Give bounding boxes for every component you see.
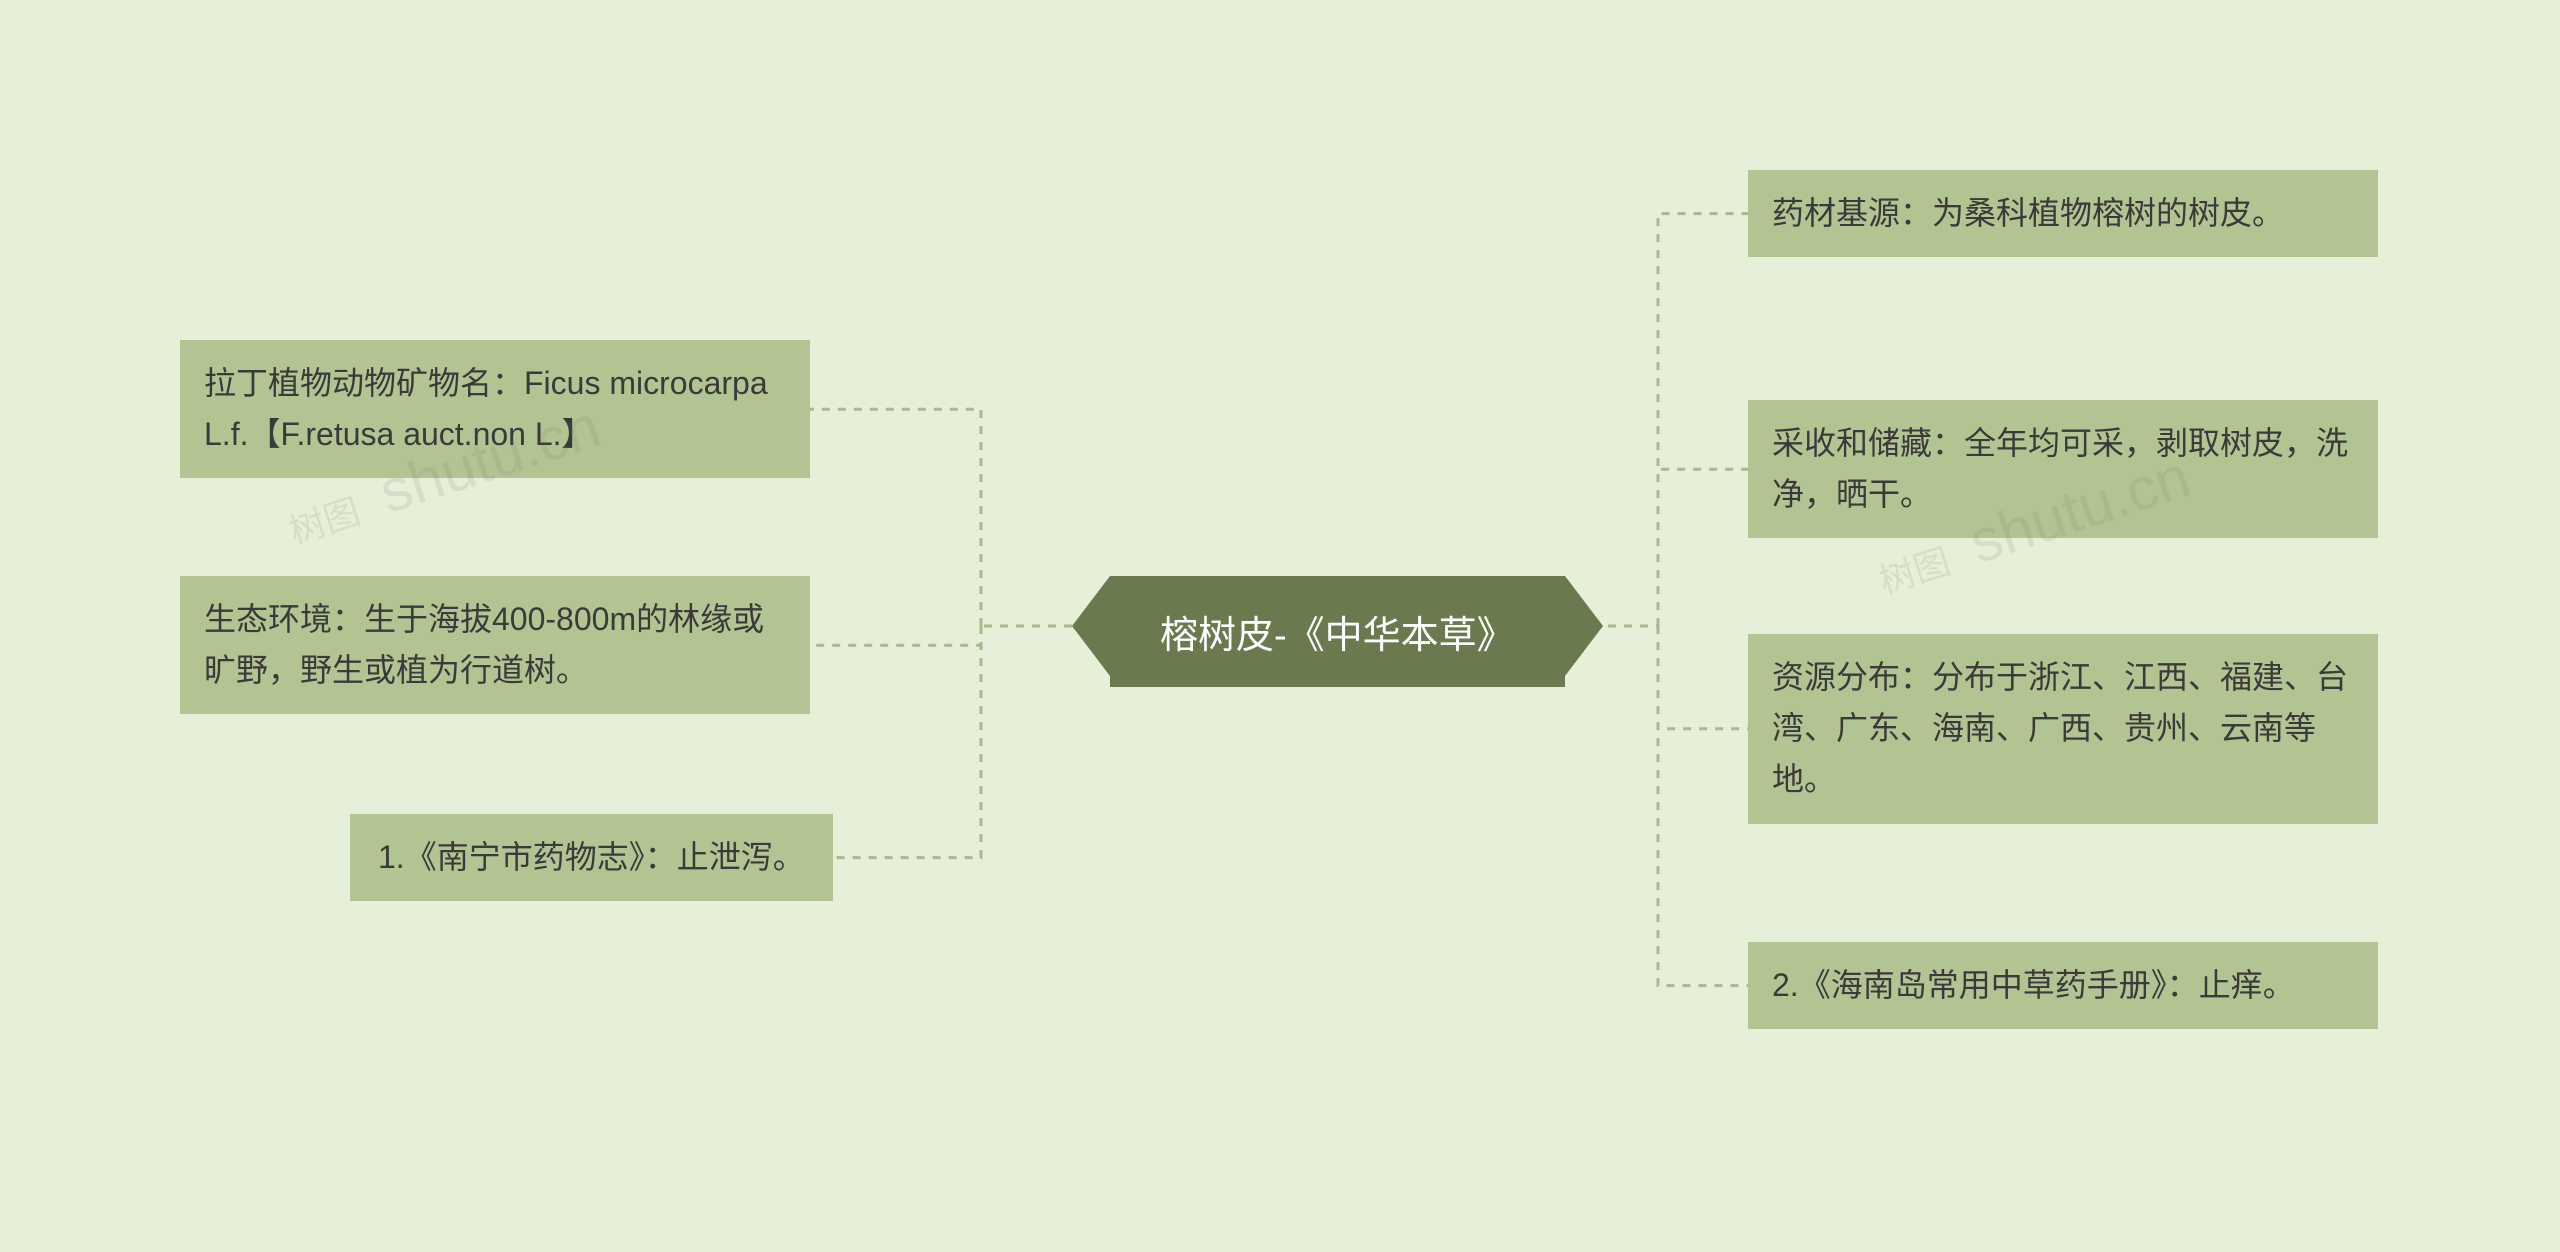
right-node-text-2: 资源分布：分布于浙江、江西、福建、台湾、广东、海南、广西、贵州、云南等地。: [1772, 659, 2348, 797]
right-node-1: 采收和储藏：全年均可采，剥取树皮，洗净，晒干。: [1748, 400, 2378, 538]
left-node-text-1: 生态环境：生于海拔400-800m的林缘或旷野，野生或植为行道树。: [204, 601, 764, 688]
right-node-text-3: 2.《海南岛常用中草药手册》：止痒。: [1772, 967, 2295, 1003]
right-node-0: 药材基源：为桑科植物榕树的树皮。: [1748, 170, 2378, 257]
left-node-1: 生态环境：生于海拔400-800m的林缘或旷野，野生或植为行道树。: [180, 576, 810, 714]
center-node: 榕树皮-《中华本草》: [1110, 576, 1565, 687]
right-node-text-0: 药材基源：为桑科植物榕树的树皮。: [1772, 195, 2284, 231]
left-node-2: 1.《南宁市药物志》：止泄泻。: [350, 814, 833, 901]
right-node-3: 2.《海南岛常用中草药手册》：止痒。: [1748, 942, 2378, 1029]
left-node-text-2: 1.《南宁市药物志》：止泄泻。: [378, 839, 805, 875]
center-node-text: 榕树皮-《中华本草》: [1160, 604, 1515, 659]
mindmap-container: 榕树皮-《中华本草》 拉丁植物动物矿物名：Ficus microcarpa L.…: [0, 0, 2560, 1252]
left-node-0: 拉丁植物动物矿物名：Ficus microcarpa L.f.【F.retusa…: [180, 340, 810, 478]
left-node-text-0: 拉丁植物动物矿物名：Ficus microcarpa L.f.【F.retusa…: [204, 365, 768, 452]
right-node-text-1: 采收和储藏：全年均可采，剥取树皮，洗净，晒干。: [1772, 425, 2348, 512]
right-node-2: 资源分布：分布于浙江、江西、福建、台湾、广东、海南、广西、贵州、云南等地。: [1748, 634, 2378, 824]
